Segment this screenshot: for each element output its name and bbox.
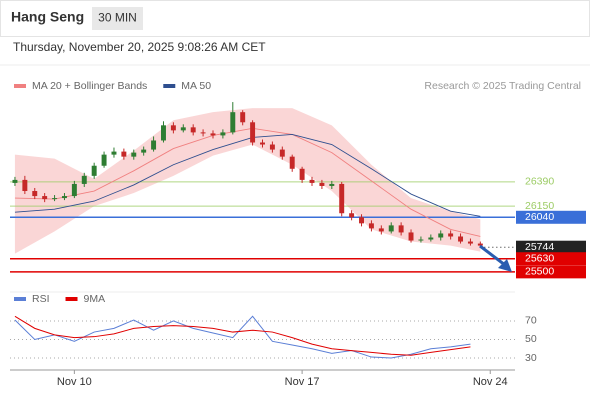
timestamp: Thursday, November 20, 2025 9:08:26 AM C… bbox=[13, 40, 266, 54]
candle-body bbox=[161, 125, 166, 141]
candle-body bbox=[269, 144, 275, 150]
legend-label: 9MA bbox=[84, 293, 106, 305]
candle-body bbox=[299, 168, 305, 180]
legend-swatch bbox=[14, 297, 26, 301]
candle-body bbox=[151, 140, 157, 150]
interval: 30 MIN bbox=[98, 11, 137, 25]
candle-body bbox=[61, 196, 67, 199]
candle-body bbox=[52, 198, 58, 200]
legend-label: MA 20 + Bollinger Bands bbox=[32, 80, 147, 92]
candle-body bbox=[131, 152, 137, 157]
candle-body bbox=[22, 179, 28, 192]
price-level-box bbox=[516, 252, 586, 266]
candle-body bbox=[359, 217, 364, 224]
candle-body bbox=[101, 154, 107, 166]
price-level-box bbox=[516, 210, 586, 224]
candle-body bbox=[180, 127, 186, 131]
x-tick-label: Nov 24 bbox=[473, 376, 508, 388]
candle-body bbox=[349, 213, 355, 218]
candle-body bbox=[398, 225, 404, 233]
candle-body bbox=[12, 179, 18, 183]
legend-label: RSI bbox=[32, 293, 50, 305]
candle-body bbox=[368, 223, 374, 229]
candle-body bbox=[378, 228, 384, 232]
candle-body bbox=[71, 183, 77, 197]
price-level-label: 25630 bbox=[525, 253, 554, 265]
x-tick-label: Nov 17 bbox=[285, 376, 320, 388]
candle-body bbox=[240, 112, 246, 123]
y-tick-label: 30 bbox=[525, 352, 537, 364]
candle-body bbox=[91, 165, 97, 176]
legend-swatch bbox=[163, 84, 176, 88]
header-bar bbox=[0, 0, 590, 37]
candle-body bbox=[329, 183, 335, 186]
candle-body bbox=[141, 149, 147, 153]
candle-body bbox=[111, 151, 117, 155]
candle-body bbox=[260, 142, 265, 145]
candle-body bbox=[388, 225, 394, 232]
indicator-line bbox=[14, 315, 471, 356]
candle-body bbox=[319, 182, 325, 186]
x-tick-label: Nov 10 bbox=[57, 376, 92, 388]
projection-arrow-head bbox=[498, 259, 512, 272]
price-level-label: 26150 bbox=[525, 200, 554, 212]
candle-body bbox=[210, 133, 216, 136]
interval-badge bbox=[92, 7, 143, 30]
candle-body bbox=[438, 233, 444, 238]
candle-body bbox=[467, 241, 473, 244]
legend-swatch bbox=[14, 84, 26, 88]
price-level-label: 26390 bbox=[525, 176, 554, 188]
candle-body bbox=[477, 243, 483, 246]
candle-body bbox=[408, 232, 414, 241]
candle-body bbox=[230, 112, 236, 133]
candle-body bbox=[190, 127, 196, 133]
candle-body bbox=[309, 179, 315, 183]
legend-label: MA 50 bbox=[181, 80, 211, 92]
y-tick-label: 50 bbox=[525, 333, 537, 345]
y-tick-label: 70 bbox=[525, 315, 537, 327]
price-level-label: 26040 bbox=[525, 211, 554, 223]
legend-swatch bbox=[65, 297, 78, 301]
price-level-box bbox=[516, 240, 586, 254]
candle-body bbox=[200, 132, 206, 134]
title: Hang Seng bbox=[11, 9, 84, 25]
candle-body bbox=[121, 151, 127, 157]
candle-body bbox=[289, 156, 295, 169]
candle-body bbox=[250, 122, 256, 143]
candle-body bbox=[448, 233, 454, 237]
candle-body bbox=[339, 183, 345, 214]
projection-arrow bbox=[479, 244, 506, 267]
price-level-box bbox=[516, 265, 586, 279]
source: Research © 2025 Trading Central bbox=[424, 80, 581, 92]
price-level-label: 25744 bbox=[525, 241, 554, 253]
candle-body bbox=[220, 132, 226, 136]
candle-body bbox=[279, 149, 285, 157]
candle-body bbox=[81, 175, 87, 184]
candle-body bbox=[42, 196, 48, 200]
candle-body bbox=[418, 239, 424, 241]
candle-body bbox=[458, 236, 464, 242]
candle-body bbox=[32, 191, 38, 197]
candle-body bbox=[170, 125, 176, 131]
candle-body bbox=[428, 237, 434, 240]
indicator-line bbox=[14, 315, 471, 359]
price-level-label: 25500 bbox=[525, 266, 554, 278]
plot: MA 20 + Bollinger Bands MA 50 26390 2615026… bbox=[10, 80, 586, 388]
